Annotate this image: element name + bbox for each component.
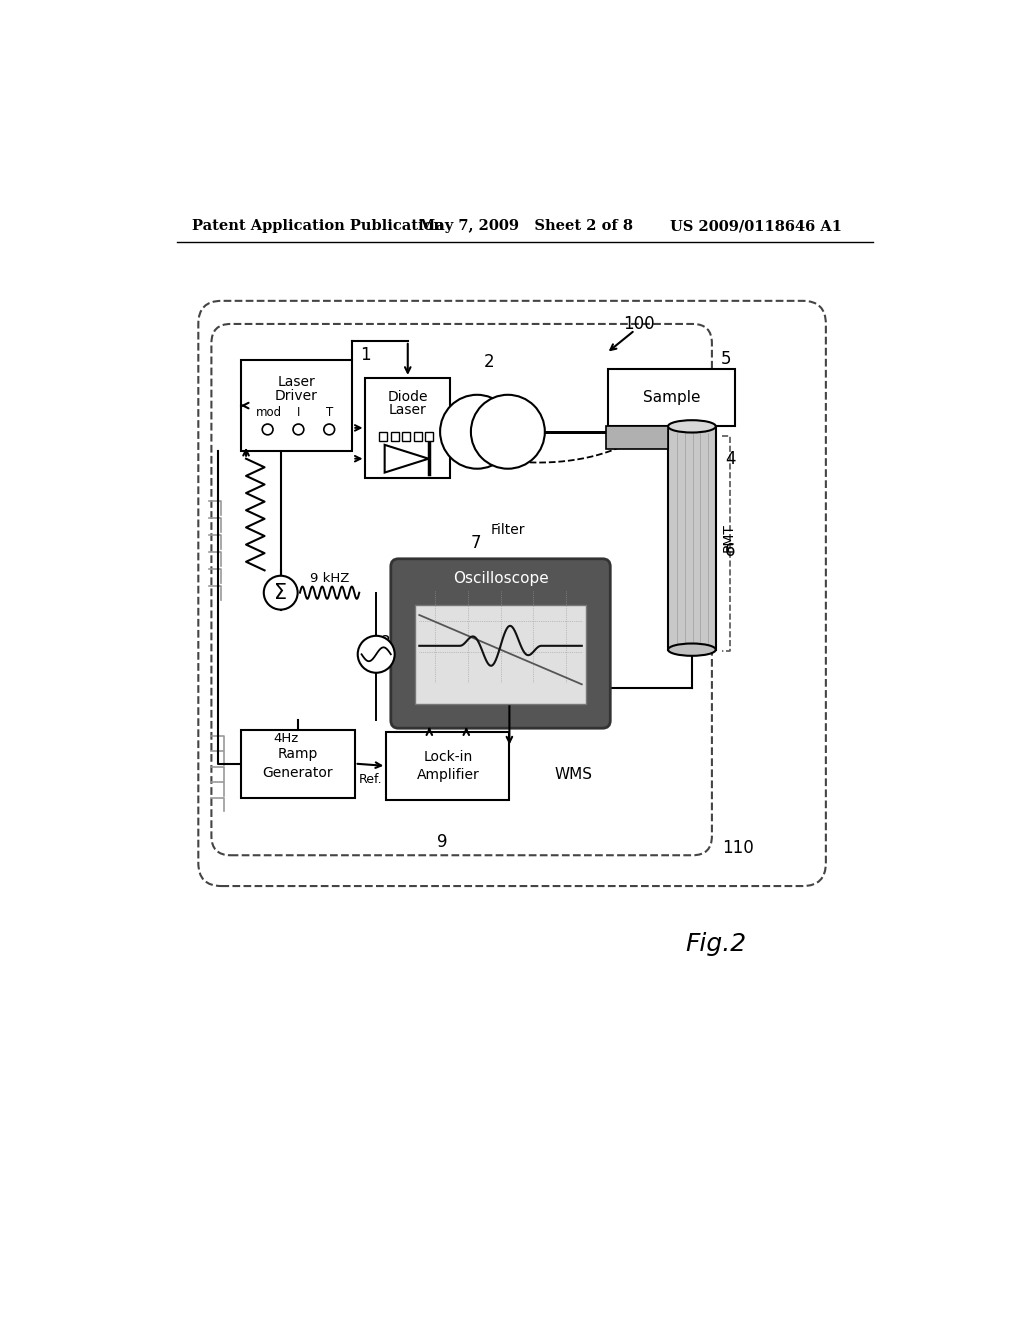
Text: Driver: Driver: [275, 388, 317, 403]
Text: 4Hz: 4Hz: [273, 733, 299, 746]
Text: 2: 2: [483, 354, 494, 371]
Bar: [414, 432, 422, 441]
Text: 9: 9: [437, 833, 447, 851]
Text: Sample: Sample: [643, 389, 700, 405]
Text: I: I: [297, 407, 300, 418]
Bar: [386, 733, 509, 800]
Text: 8: 8: [380, 635, 391, 652]
Circle shape: [324, 424, 335, 434]
Circle shape: [471, 395, 545, 469]
Text: Amplifier: Amplifier: [417, 768, 479, 783]
Ellipse shape: [668, 644, 716, 656]
Text: Lock-in: Lock-in: [423, 750, 472, 764]
Bar: [668, 426, 716, 649]
Text: US 2009/0118646 A1: US 2009/0118646 A1: [670, 219, 842, 234]
Text: Laser: Laser: [389, 403, 427, 417]
Bar: [425, 432, 433, 441]
Text: WMS: WMS: [554, 767, 592, 781]
Bar: [366, 378, 451, 478]
Text: Filter: Filter: [490, 523, 525, 536]
Polygon shape: [385, 445, 429, 473]
Text: Fig.2: Fig.2: [685, 932, 746, 956]
Text: 6: 6: [725, 543, 735, 560]
Text: 9 kHZ: 9 kHZ: [310, 573, 349, 585]
Bar: [402, 432, 410, 441]
Text: 100: 100: [623, 315, 654, 333]
Text: Laser: Laser: [278, 375, 315, 388]
Circle shape: [262, 424, 273, 434]
Text: 1: 1: [360, 346, 371, 364]
Text: Σ: Σ: [274, 582, 288, 603]
Text: 7: 7: [470, 535, 481, 552]
Text: May 7, 2009   Sheet 2 of 8: May 7, 2009 Sheet 2 of 8: [419, 219, 633, 234]
Circle shape: [357, 636, 394, 673]
Circle shape: [440, 395, 514, 469]
Text: Ramp: Ramp: [278, 747, 317, 762]
Text: 110: 110: [722, 838, 754, 857]
Bar: [241, 360, 352, 451]
Bar: [241, 730, 354, 797]
Bar: [608, 368, 735, 426]
Text: Oscilloscope: Oscilloscope: [453, 572, 549, 586]
Text: Diode: Diode: [387, 391, 428, 404]
Text: PMT: PMT: [722, 524, 736, 553]
FancyBboxPatch shape: [391, 558, 610, 729]
Text: 5: 5: [721, 350, 731, 368]
Text: 3: 3: [651, 426, 662, 445]
Text: Patent Application Publication: Patent Application Publication: [193, 219, 444, 234]
Circle shape: [264, 576, 298, 610]
Bar: [379, 432, 387, 441]
Text: Generator: Generator: [262, 766, 333, 780]
Text: mod: mod: [256, 407, 283, 418]
Ellipse shape: [668, 420, 716, 433]
Text: T: T: [326, 407, 333, 418]
Circle shape: [293, 424, 304, 434]
Bar: [606, 426, 668, 449]
Text: 4: 4: [725, 450, 735, 467]
Bar: [391, 432, 398, 441]
Bar: [416, 605, 586, 704]
Text: Ref.: Ref.: [358, 774, 382, 787]
